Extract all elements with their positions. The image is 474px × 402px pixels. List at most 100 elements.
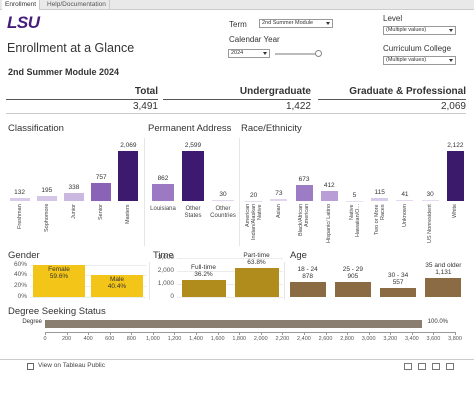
value-label: 73 — [275, 190, 283, 198]
bar — [320, 191, 338, 201]
slider-track[interactable] — [275, 53, 319, 55]
tick-mark — [411, 332, 413, 335]
x-tick-label: 1,000 — [146, 336, 160, 342]
value-label: 878 — [302, 273, 314, 281]
tick-mark — [217, 332, 219, 335]
value-label: 557 — [392, 278, 404, 286]
x-tick-label: 2,600 — [318, 336, 333, 342]
category-label: Male — [109, 276, 125, 284]
value-label: 100.0% — [427, 319, 449, 325]
summary-header: Undergraduate — [239, 86, 311, 97]
value-label: 905 — [347, 272, 359, 280]
dropdown[interactable]: 2nd Summer Module — [259, 19, 333, 28]
year-input[interactable]: 2024 — [228, 49, 270, 58]
tick-mark — [239, 332, 241, 335]
bar — [64, 192, 84, 201]
value-label: 59.6% — [49, 272, 69, 280]
y-tick-label: 20% — [13, 282, 27, 290]
value-label: 115 — [374, 189, 385, 197]
grid-line — [30, 275, 146, 277]
bar — [380, 287, 417, 297]
summary-value: 3,491 — [132, 101, 158, 112]
x-tick-label: 3,000 — [361, 336, 376, 342]
x-tick-label: 1,200 — [167, 336, 182, 342]
bar — [91, 275, 143, 297]
icon[interactable] — [418, 363, 426, 370]
x-tick-label: 0 — [43, 336, 47, 342]
x-tick-label: Asian — [275, 204, 282, 218]
chart-title: Race/Ethnicity — [241, 123, 302, 134]
bar — [212, 200, 234, 202]
x-tick-label: 3,400 — [404, 336, 419, 342]
x-tick-label: Sophomore — [43, 204, 50, 233]
tick-mark — [88, 332, 90, 335]
x-tick-label: Masters — [125, 204, 132, 224]
x-tick-label: 3,800 — [448, 336, 462, 342]
slider-knob[interactable] — [315, 50, 322, 57]
x-tick-label: 2,000 — [253, 336, 268, 342]
tab[interactable]: Enrollment — [2, 0, 41, 10]
separator — [144, 138, 145, 246]
icon[interactable] — [432, 363, 440, 370]
value-label: 20 — [249, 191, 258, 199]
grid-line — [30, 297, 146, 298]
x-tick-label: Native Hawaiian/O... — [348, 204, 361, 238]
x-tick-label: Two or More Races — [373, 204, 386, 235]
x-tick-label: 3,200 — [383, 336, 398, 342]
value-label: 30 — [219, 191, 227, 199]
category-label: Part-time — [243, 251, 270, 259]
footer-link[interactable]: View on Tableau Public — [38, 362, 105, 369]
bar — [91, 182, 112, 201]
tick-mark — [174, 332, 176, 335]
y-tick-label: 3,000 — [157, 253, 174, 261]
x-tick-label: White — [452, 204, 459, 219]
x-tick-label: Junior — [71, 204, 77, 219]
rule — [318, 99, 466, 100]
y-tick-label: 40% — [13, 271, 27, 279]
grid-line — [177, 257, 283, 259]
value-label: 40.4% — [107, 283, 127, 291]
y-tick-label: 60% — [13, 260, 27, 268]
x-tick-label: 1,600 — [210, 336, 225, 342]
filter-label: Calendar Year — [229, 35, 280, 44]
axis-line — [45, 332, 455, 333]
bar — [118, 151, 139, 201]
tab[interactable]: Help/Documentation — [44, 0, 110, 10]
tick-mark — [131, 332, 133, 335]
value-label: 41 — [401, 191, 409, 199]
icon[interactable] — [446, 363, 454, 370]
grid-line — [177, 283, 283, 285]
bar — [9, 197, 30, 201]
x-tick-label: US Nonresident — [427, 204, 434, 243]
dropdown[interactable]: (Multiple values) — [383, 26, 456, 35]
value-label: 5 — [352, 191, 357, 199]
dropdown[interactable]: (Multiple values) — [383, 56, 456, 65]
chart-title: Time — [153, 250, 174, 261]
category-label: 18 - 24 — [297, 266, 318, 274]
summary-value: 1,422 — [285, 101, 311, 112]
page-title: Enrollment at a Glance — [7, 41, 135, 55]
bar — [425, 278, 462, 297]
bar — [334, 281, 371, 297]
filter-label: Term — [229, 20, 247, 29]
icon[interactable] — [404, 363, 412, 370]
tick-mark — [433, 332, 435, 335]
bar — [182, 151, 204, 201]
y-tick-label: 0 — [170, 293, 174, 300]
y-tick-label: 2,000 — [157, 266, 174, 274]
x-tick-label: American Indian/Alaskan Native — [244, 204, 263, 241]
x-tick-label: 3,600 — [426, 336, 441, 342]
chart-title: Classification — [8, 123, 64, 134]
x-tick-label: 800 — [126, 336, 136, 342]
grid-line — [30, 264, 146, 266]
chart-title: Permanent Address — [148, 123, 232, 134]
logo: LSU — [7, 13, 40, 32]
x-tick-label: Freshman — [16, 204, 23, 229]
bar — [181, 280, 226, 297]
x-tick-label: Unknown — [401, 204, 408, 227]
y-category-label: Degree — [22, 319, 42, 325]
tick-mark — [66, 332, 68, 335]
separator — [149, 262, 150, 300]
tick-mark — [455, 332, 456, 335]
x-tick-label: 2,400 — [297, 336, 311, 342]
